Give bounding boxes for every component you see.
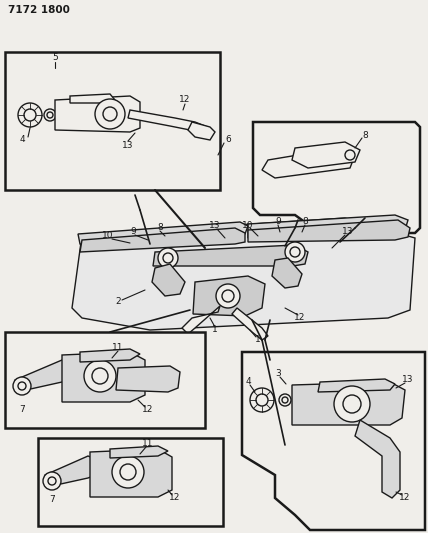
Bar	[38, 438, 223, 526]
Text: 13: 13	[402, 376, 414, 384]
Text: 7172 1800: 7172 1800	[8, 5, 70, 15]
Polygon shape	[188, 122, 215, 140]
Text: 1: 1	[212, 326, 218, 335]
Circle shape	[222, 290, 234, 302]
Circle shape	[43, 472, 61, 490]
Text: 9: 9	[130, 228, 136, 237]
Circle shape	[84, 360, 116, 392]
Polygon shape	[116, 366, 180, 392]
Circle shape	[18, 103, 42, 127]
Polygon shape	[153, 245, 308, 266]
Text: 5: 5	[52, 53, 58, 62]
Text: 13: 13	[209, 222, 221, 230]
Text: 11: 11	[142, 440, 154, 448]
Text: 12: 12	[399, 494, 411, 503]
Polygon shape	[292, 142, 360, 168]
Text: 12: 12	[179, 95, 191, 104]
Text: 11: 11	[112, 343, 124, 352]
Circle shape	[163, 253, 173, 263]
Polygon shape	[55, 96, 140, 132]
Text: 12: 12	[294, 313, 306, 322]
Polygon shape	[182, 306, 220, 334]
Circle shape	[290, 247, 300, 257]
Circle shape	[343, 395, 361, 413]
Circle shape	[120, 464, 136, 480]
Polygon shape	[80, 349, 140, 362]
Circle shape	[250, 388, 274, 412]
Polygon shape	[262, 148, 355, 178]
Polygon shape	[248, 215, 408, 238]
Text: 7: 7	[19, 406, 25, 415]
Text: 13: 13	[342, 228, 354, 237]
Text: 12: 12	[169, 494, 181, 503]
Polygon shape	[292, 382, 405, 425]
Polygon shape	[78, 222, 248, 244]
Circle shape	[112, 456, 144, 488]
Text: 10: 10	[242, 221, 254, 230]
Polygon shape	[152, 264, 185, 296]
Polygon shape	[253, 122, 420, 233]
Text: 7: 7	[49, 496, 55, 505]
Circle shape	[345, 150, 355, 160]
Text: 12: 12	[143, 406, 154, 415]
Polygon shape	[232, 308, 268, 340]
Polygon shape	[318, 379, 395, 392]
Text: 10: 10	[102, 231, 114, 240]
Text: 6: 6	[225, 135, 231, 144]
Polygon shape	[80, 228, 245, 252]
Text: 4: 4	[19, 135, 25, 144]
Text: 8: 8	[157, 223, 163, 232]
Circle shape	[279, 394, 291, 406]
Circle shape	[95, 99, 125, 129]
Bar	[5, 332, 205, 428]
Circle shape	[285, 242, 305, 262]
Circle shape	[44, 109, 56, 121]
Polygon shape	[248, 220, 410, 242]
Polygon shape	[272, 258, 302, 288]
Polygon shape	[193, 276, 265, 316]
Polygon shape	[242, 352, 425, 530]
Circle shape	[92, 368, 108, 384]
Circle shape	[18, 382, 26, 390]
Circle shape	[48, 477, 56, 485]
Text: 13: 13	[122, 141, 134, 149]
Circle shape	[158, 248, 178, 268]
Text: 3: 3	[275, 369, 281, 378]
Circle shape	[13, 377, 31, 395]
Text: 9: 9	[275, 217, 281, 227]
Circle shape	[24, 109, 36, 121]
Circle shape	[334, 386, 370, 422]
Text: 8: 8	[302, 217, 308, 227]
Polygon shape	[15, 360, 72, 392]
Polygon shape	[128, 110, 210, 135]
Polygon shape	[110, 446, 168, 458]
Text: 1: 1	[255, 335, 261, 344]
Circle shape	[216, 284, 240, 308]
Circle shape	[47, 112, 53, 118]
Circle shape	[103, 107, 117, 121]
Polygon shape	[90, 449, 172, 497]
Polygon shape	[355, 420, 400, 498]
Polygon shape	[72, 218, 415, 330]
Polygon shape	[70, 94, 115, 103]
Circle shape	[282, 397, 288, 403]
Text: 4: 4	[245, 377, 251, 386]
Text: 2: 2	[115, 297, 121, 306]
Bar	[5, 52, 220, 190]
Polygon shape	[45, 456, 98, 487]
Circle shape	[256, 394, 268, 406]
Polygon shape	[62, 352, 145, 402]
Text: 8: 8	[362, 131, 368, 140]
